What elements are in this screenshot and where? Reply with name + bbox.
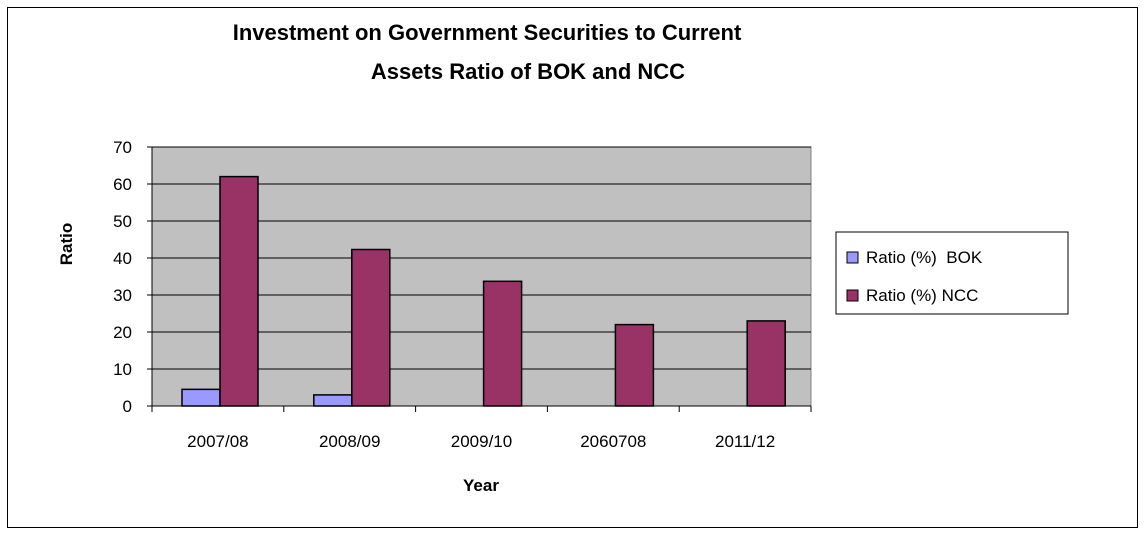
legend: Ratio (%) BOK Ratio (%) NCC [835, 231, 1069, 315]
gridlines [152, 146, 811, 370]
bar-bok [313, 394, 353, 407]
x-axis-title: Year [463, 476, 499, 495]
y-tick-label: 20 [113, 323, 132, 342]
bar-ncc [482, 280, 523, 407]
y-tick-label: 0 [123, 397, 132, 416]
y-tick-label: 50 [113, 212, 132, 231]
y-tick-label: 70 [113, 138, 132, 157]
x-tick-label: 2008/09 [319, 432, 380, 451]
bar-ncc [614, 323, 655, 407]
bar-ncc [746, 320, 786, 407]
bar-bok [181, 388, 221, 407]
chart-title-line1: Investment on Government Securities to C… [233, 20, 742, 45]
legend-swatch-ncc [846, 289, 859, 302]
y-tick-label: 60 [113, 175, 132, 194]
bar-ncc [351, 248, 391, 407]
legend-label-bok: Ratio (%) BOK [866, 248, 983, 267]
x-tick-label: 2011/12 [715, 432, 775, 451]
y-tick-label: 10 [113, 360, 132, 379]
bars [181, 175, 786, 407]
y-tick-label: 30 [113, 286, 132, 305]
x-tick-labels: 2007/08 2008/09 2009/10 2060708 2011/12 [187, 432, 775, 451]
legend-box [835, 231, 1069, 315]
y-tick-label: 40 [113, 249, 132, 268]
x-tick-label: 2009/10 [451, 432, 512, 451]
x-tick-label: 2060708 [580, 432, 646, 451]
legend-label-ncc: Ratio (%) NCC [866, 286, 978, 305]
x-tick-label: 2007/08 [187, 432, 248, 451]
y-tick-labels: 0 10 20 30 40 50 60 70 [113, 138, 132, 416]
bar-ncc [219, 175, 259, 407]
plot-area [151, 146, 812, 407]
axes [147, 146, 812, 412]
chart-title-line2: Assets Ratio of BOK and NCC [371, 59, 685, 84]
y-axis-title: Ratio [57, 223, 76, 266]
legend-swatch-bok [846, 251, 859, 264]
